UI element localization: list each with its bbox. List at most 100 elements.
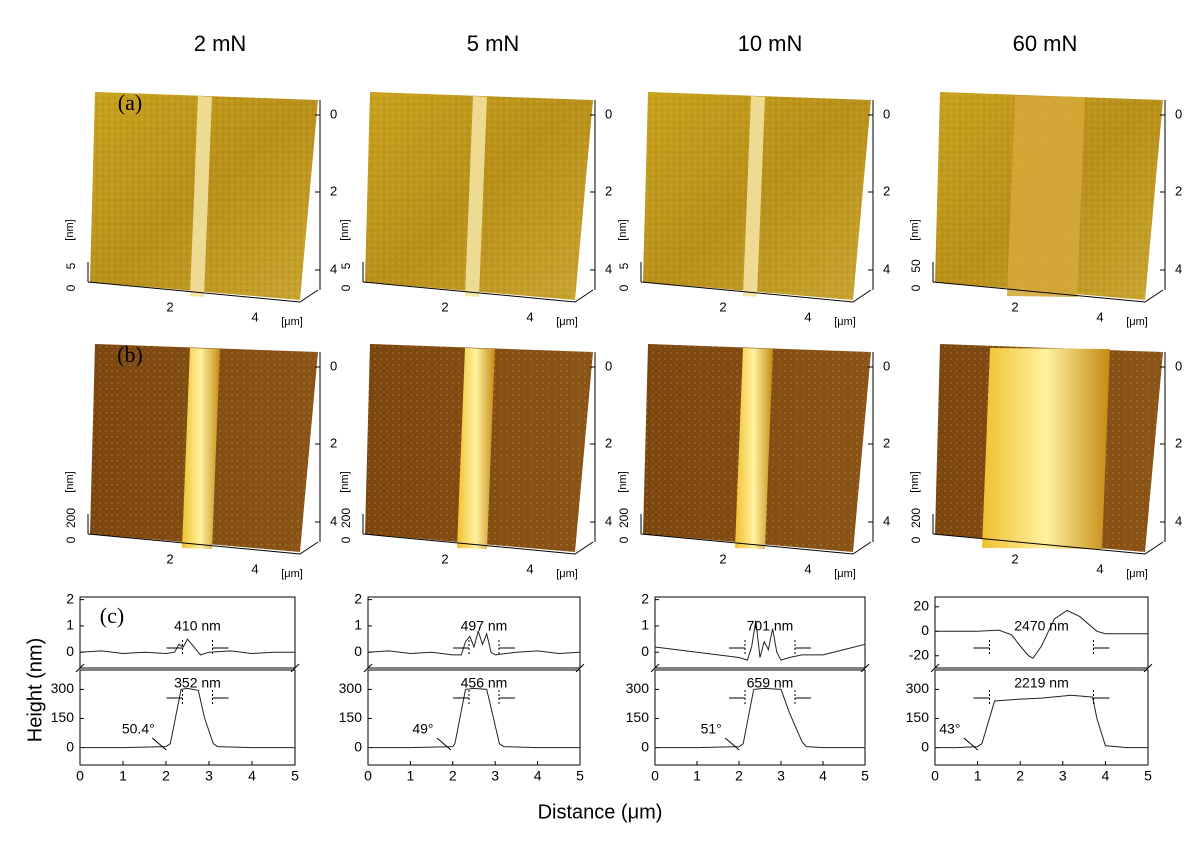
y-tick-label: 1 (641, 617, 649, 633)
z-unit: [nm] (339, 471, 351, 492)
afm-image: 0 2 4 2 4 [μm] [nm] 0 5 (339, 92, 612, 328)
z-tick-label: 0 (909, 284, 923, 291)
z-tick-label: 200 (339, 508, 353, 528)
profile-line (79, 638, 295, 656)
scratch (1007, 96, 1085, 297)
y-tick-label: 2 (66, 590, 74, 606)
pointer (724, 737, 740, 751)
x-unit: [μm] (834, 316, 856, 328)
x-tick-label: 1 (407, 768, 415, 784)
x-tick-label: 1 (693, 768, 701, 784)
column-title: 5 mN (467, 31, 520, 56)
y-tick-label: 300 (906, 680, 930, 696)
x-tick-label: 2 (1011, 551, 1018, 566)
depth-tick-label: 0 (1175, 106, 1182, 121)
x-tick-label: 4 (1096, 309, 1103, 324)
width-label: 352 nm (174, 675, 221, 691)
x-tick-label: 2 (162, 768, 170, 784)
width-label: 2470 nm (1014, 618, 1068, 634)
width-label: 2219 nm (1014, 675, 1068, 691)
x-tick-label: 2 (441, 551, 448, 566)
panel-label: (c) (100, 603, 124, 628)
afm-image: 0 2 4 2 4 [μm] [nm] 0 5 (64, 92, 337, 328)
y-tick-label: 150 (339, 709, 363, 725)
x-tick-label: 2 (449, 768, 457, 784)
depth-tick-label: 0 (330, 358, 337, 373)
afm-image: 0 2 4 2 4 [μm] [nm] 0 50 (909, 92, 1182, 328)
plot-frame (367, 669, 581, 766)
depth-tick-label: 0 (883, 106, 890, 121)
axis (87, 533, 319, 555)
x-unit: [μm] (1126, 316, 1148, 328)
z-tick-label: 0 (617, 284, 631, 291)
depth-tick-label: 2 (605, 183, 612, 198)
x-tick-label: 2 (1016, 768, 1024, 784)
x-tick-label: 4 (819, 768, 827, 784)
angle-label: 50.4° (122, 721, 155, 737)
x-tick-label: 2 (719, 551, 726, 566)
x-tick-label: 4 (1096, 561, 1103, 576)
break (575, 663, 585, 673)
plot-frame (654, 596, 866, 669)
y-tick-label: 2 (641, 590, 649, 606)
scratch (457, 348, 495, 549)
break (650, 663, 660, 673)
z-tick-label: 5 (339, 262, 353, 269)
x-tick-label: 4 (1102, 768, 1110, 784)
scratch (735, 348, 773, 549)
z-tick-label: 0 (339, 536, 353, 543)
afm-image: 0 2 4 2 4 [μm] [nm] 0 200 (909, 344, 1182, 580)
x-tick-label: 1 (119, 768, 127, 784)
x-unit: [μm] (834, 568, 856, 580)
y-title: Height (nm) (24, 638, 46, 742)
x-tick-label: 4 (804, 561, 811, 576)
x-tick-label: 4 (804, 309, 811, 324)
profile-line (935, 609, 1148, 659)
x-tick-label: 2 (735, 768, 743, 784)
depth-tick-label: 0 (605, 106, 612, 121)
depth-tick-label: 4 (1175, 261, 1182, 276)
pointer (436, 737, 452, 751)
y-tick-label: 1 (66, 617, 74, 633)
scratch (982, 348, 1110, 549)
plot-frame (79, 596, 296, 669)
x-tick-label: 4 (248, 768, 256, 784)
y-tick-label: 150 (906, 709, 930, 725)
depth-tick-label: 4 (330, 261, 337, 276)
z-unit: [nm] (617, 219, 629, 240)
x-tick-label: 4 (534, 768, 542, 784)
depth-tick-label: 4 (883, 261, 890, 276)
plot-frame (934, 596, 1149, 669)
axis (362, 533, 594, 555)
x-tick-label: 5 (576, 768, 584, 784)
break (75, 663, 85, 673)
x-tick-label: 1 (974, 768, 982, 784)
break (860, 663, 870, 673)
z-tick-label: 0 (617, 536, 631, 543)
y-tick-label: 1 (354, 617, 362, 633)
axis (87, 281, 319, 303)
axis (640, 533, 872, 555)
column-title: 10 mN (738, 31, 803, 56)
x-tick-label: 4 (251, 561, 258, 576)
scratch (743, 96, 765, 297)
z-tick-label: 0 (64, 536, 78, 543)
panel-label: (b) (117, 342, 143, 367)
depth-tick-label: 2 (330, 183, 337, 198)
depth-tick-label: 4 (605, 513, 612, 528)
z-tick-label: 5 (64, 262, 78, 269)
afm-image: 0 2 4 2 4 [μm] [nm] 0 200 (339, 344, 612, 580)
afm-image: 0 2 4 2 4 [μm] [nm] 0 200 (64, 344, 337, 580)
z-unit: [nm] (909, 219, 921, 240)
depth-tick-label: 2 (330, 435, 337, 450)
x-unit: [μm] (556, 568, 578, 580)
width-label: 701 nm (747, 618, 794, 634)
pointer (963, 737, 979, 751)
x-unit: [μm] (1126, 568, 1148, 580)
y-tick-label: 0 (641, 738, 649, 754)
angle-label: 51° (701, 721, 722, 737)
x-unit: [μm] (281, 568, 303, 580)
scratch (190, 96, 212, 297)
afm-image: 0 2 4 2 4 [μm] [nm] 0 200 (617, 344, 890, 580)
